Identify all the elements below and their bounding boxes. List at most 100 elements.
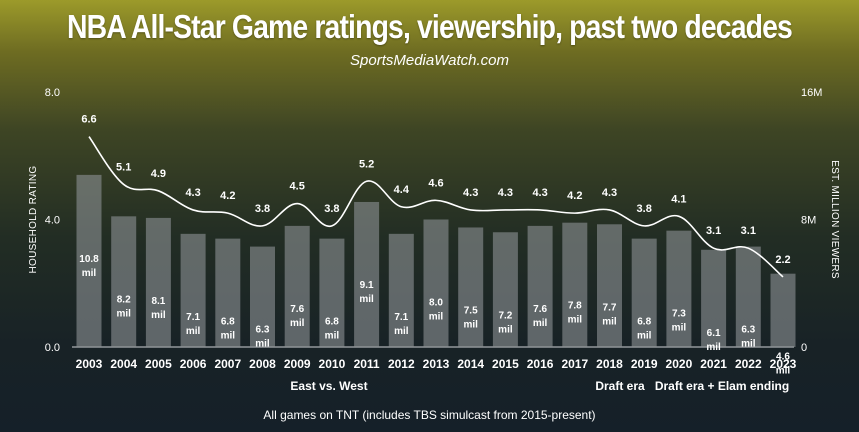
x-tick-2013: 2013	[423, 357, 450, 371]
rating-label-2014: 4.3	[463, 187, 478, 199]
rating-label-2018: 4.3	[602, 187, 617, 199]
y-left-axis-title: HOUSEHOLD RATING	[28, 166, 39, 274]
rating-line-path	[88, 136, 784, 278]
x-tick-2008: 2008	[249, 357, 276, 371]
x-tick-2005: 2005	[145, 357, 172, 371]
viewer-bar-2020	[666, 230, 692, 347]
viewer-bar-2004	[111, 216, 137, 347]
viewer-label-2021: 6.1 mil	[706, 328, 721, 353]
viewer-label-2017: 7.8 mil	[568, 301, 583, 326]
rating-label-2004: 5.1	[116, 161, 131, 173]
viewer-label-2008: 6.3 mil	[255, 325, 270, 350]
viewer-label-2022: 6.3 mil	[741, 325, 756, 350]
rating-label-2021: 3.1	[706, 225, 721, 237]
viewer-label-2005: 8.1 mil	[151, 296, 166, 321]
viewer-bar-2017	[562, 222, 588, 347]
viewer-bar-2003	[76, 174, 102, 347]
viewer-label-2007: 6.8 mil	[221, 317, 236, 342]
viewer-bar-2011	[354, 201, 380, 347]
x-tick-2003: 2003	[76, 357, 103, 371]
viewer-bar-2010	[319, 238, 345, 347]
rating-line	[88, 136, 784, 278]
viewer-bars	[72, 174, 796, 348]
viewer-label-2020: 7.3 mil	[672, 309, 687, 334]
era-label: Draft era + Elam ending	[655, 379, 789, 393]
rating-label-2023: 2.2	[775, 254, 790, 266]
viewer-label-2012: 7.1 mil	[394, 312, 409, 337]
x-tick-2014: 2014	[457, 357, 484, 371]
viewer-bar-2007	[215, 238, 241, 347]
viewer-bar-2013	[423, 219, 449, 347]
rating-label-2009: 4.5	[290, 181, 305, 193]
y-right-tick: 8M	[801, 215, 816, 227]
x-tick-2006: 2006	[180, 357, 207, 371]
viewer-label-2004: 8.2 mil	[116, 294, 131, 319]
rating-label-2016: 4.3	[532, 187, 547, 199]
viewer-bar-2023	[770, 273, 796, 347]
viewer-bar-2014	[458, 227, 484, 347]
chart-footnote: All games on TNT (includes TBS simulcast…	[263, 408, 596, 422]
y-right-tick: 0	[801, 342, 807, 354]
era-label: Draft era	[595, 379, 645, 393]
viewer-bar-2019	[631, 238, 657, 347]
viewer-bar-2022	[735, 246, 761, 347]
viewer-label-2013: 8.0 mil	[429, 298, 444, 323]
rating-label-2015: 4.3	[498, 187, 513, 199]
viewer-label-2018: 7.7 mil	[602, 302, 617, 327]
x-tick-2022: 2022	[735, 357, 762, 371]
viewer-label-2023: 4.6 mil	[776, 352, 791, 377]
viewer-label-2003: 10.8 mil	[79, 254, 99, 279]
chart-title: NBA All-Star Game ratings, viewership, p…	[67, 8, 793, 45]
rating-label-2020: 4.1	[671, 193, 686, 205]
rating-label-2013: 4.6	[428, 177, 443, 189]
rating-label-2022: 3.1	[741, 225, 756, 237]
rating-label-2017: 4.2	[567, 190, 582, 202]
viewer-label-2010: 6.8 mil	[325, 317, 340, 342]
viewer-label-2009: 7.6 mil	[290, 304, 305, 329]
rating-label-2010: 3.8	[324, 203, 339, 215]
x-tick-2009: 2009	[284, 357, 311, 371]
viewer-bar-2005	[145, 217, 171, 347]
viewer-label-2011: 9.1 mil	[359, 280, 374, 305]
x-tick-2021: 2021	[700, 357, 727, 371]
x-tick-2015: 2015	[492, 357, 519, 371]
chart-labels: 10.8 mil 8.2 mil 8.1 mil 7.1 mil 6.8 mil 6.3 mil 7.6…	[28, 87, 840, 393]
rating-label-2012: 4.4	[394, 184, 410, 196]
y-left-tick: 8.0	[45, 87, 60, 99]
x-tick-2016: 2016	[527, 357, 554, 371]
rating-label-2006: 4.3	[185, 187, 200, 199]
x-tick-2010: 2010	[319, 357, 346, 371]
x-tick-2007: 2007	[214, 357, 241, 371]
x-tick-2018: 2018	[596, 357, 623, 371]
viewer-bar-2008	[250, 246, 275, 347]
rating-label-2008: 3.8	[255, 203, 270, 215]
viewer-bar-2016	[527, 225, 553, 347]
x-tick-2023: 2023	[770, 357, 797, 371]
viewer-bar-2021	[701, 249, 727, 347]
viewer-label-2006: 7.1 mil	[186, 312, 201, 337]
y-left-tick: 0.0	[45, 342, 60, 354]
rating-label-2003: 6.6	[81, 114, 96, 126]
x-tick-2012: 2012	[388, 357, 415, 371]
viewer-label-2015: 7.2 mil	[498, 310, 513, 335]
x-tick-2011: 2011	[354, 357, 380, 371]
viewer-bar-2015	[492, 232, 518, 347]
rating-label-2005: 4.9	[151, 168, 166, 180]
rating-label-2019: 3.8	[637, 203, 652, 215]
y-right-axis-title: EST. MILLION VIEWERS	[829, 160, 840, 279]
viewer-label-2019: 6.8 mil	[637, 317, 652, 342]
x-tick-2019: 2019	[631, 357, 658, 371]
rating-label-2011: 5.2	[359, 158, 374, 170]
y-right-tick: 16M	[801, 87, 822, 99]
chart-subtitle: SportsMediaWatch.com	[350, 52, 509, 69]
rating-label-2007: 4.2	[220, 190, 235, 202]
viewer-bar-2009	[284, 225, 310, 347]
viewer-bar-2018	[597, 224, 622, 347]
viewer-bar-2012	[388, 233, 414, 347]
viewer-label-2014: 7.5 mil	[463, 305, 478, 330]
viewer-label-2016: 7.6 mil	[533, 304, 548, 329]
x-tick-2020: 2020	[666, 357, 693, 371]
viewer-bar-2006	[180, 233, 206, 347]
y-left-tick: 4.0	[45, 215, 60, 227]
